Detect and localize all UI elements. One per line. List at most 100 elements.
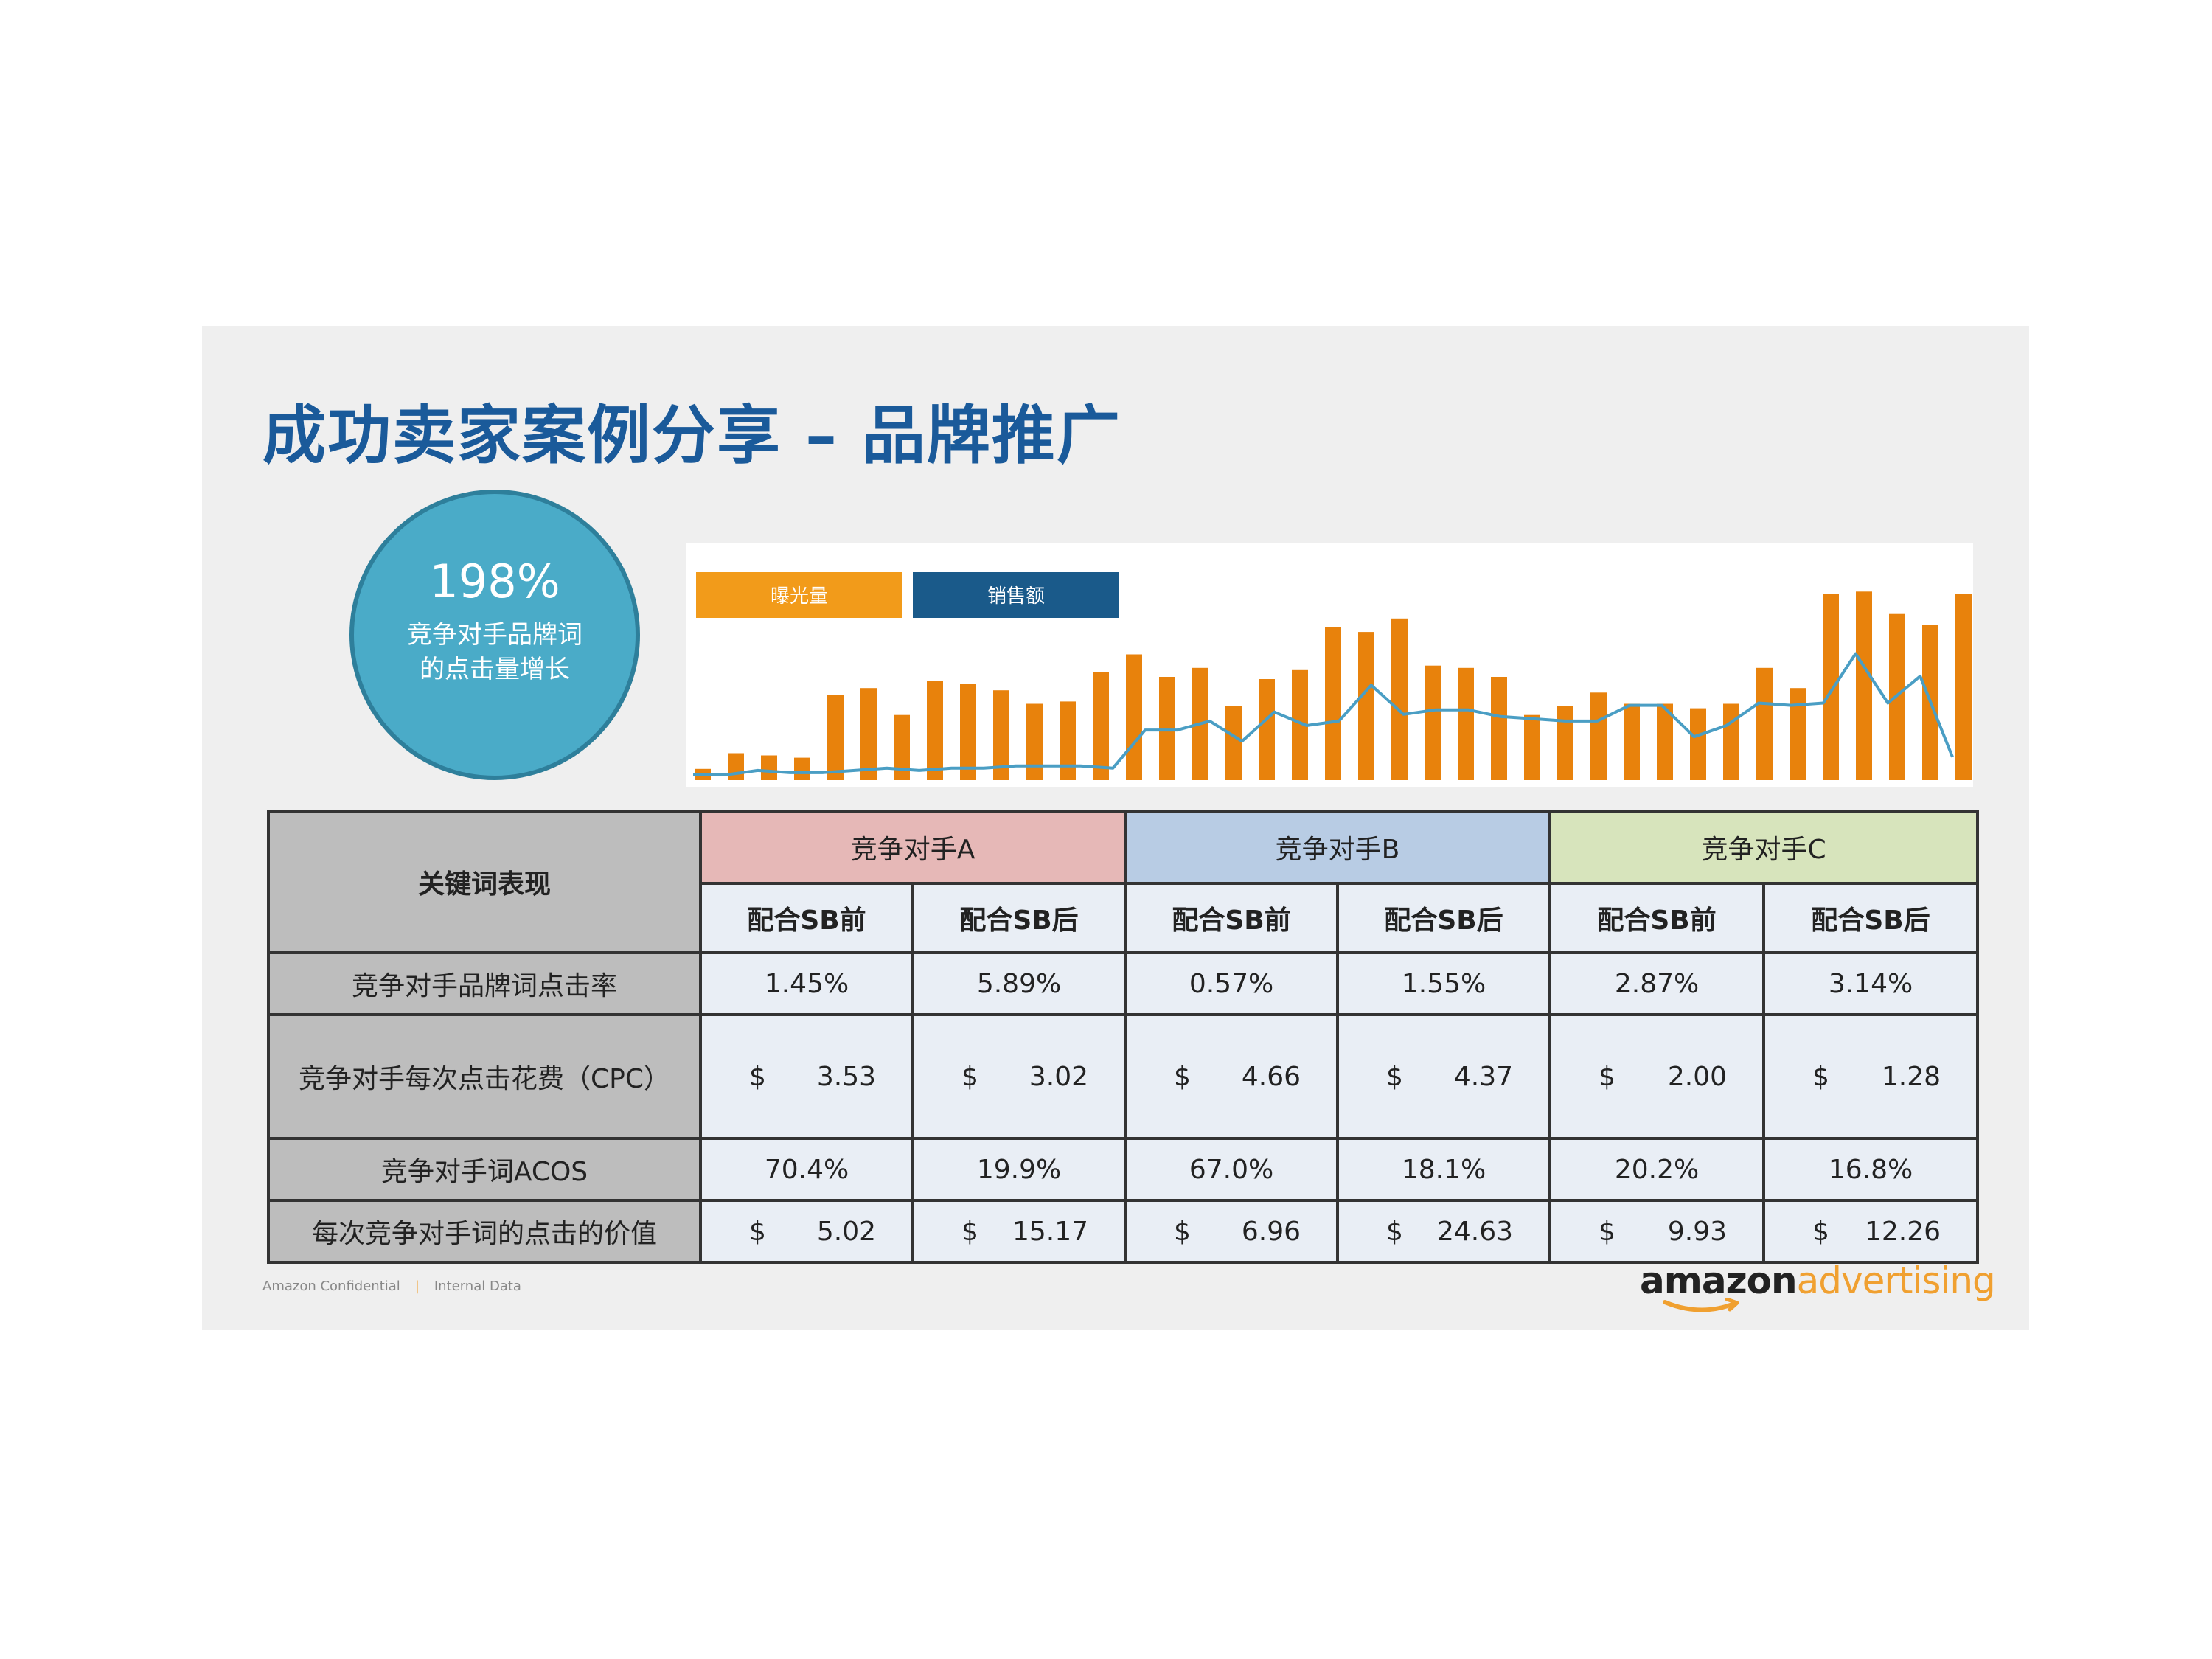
amount: 1.28 (1881, 1061, 1941, 1092)
currency-symbol: $ (1812, 1216, 1829, 1247)
money-value: $4.66 (1127, 1062, 1336, 1092)
chart-bar (993, 690, 1009, 780)
logo-text: amazonadvertising (1640, 1259, 1996, 1302)
table-cell: $3.02 (911, 1013, 1127, 1140)
currency-symbol: $ (961, 1216, 978, 1247)
money-value: $9.93 (1551, 1217, 1762, 1247)
currency-symbol: $ (1599, 1216, 1615, 1247)
chart-bar (1126, 654, 1142, 780)
amount: 3.02 (1029, 1061, 1089, 1092)
money-value: $5.02 (702, 1217, 911, 1247)
amount: 6.96 (1241, 1216, 1301, 1247)
table-cell: $6.96 (1124, 1199, 1340, 1264)
legend-sales-swatch (913, 572, 1119, 618)
row-label: 竞争对手词ACOS (267, 1137, 702, 1202)
table-cell: 18.1% (1336, 1137, 1552, 1202)
currency-symbol: $ (749, 1216, 766, 1247)
chart-bar (1557, 706, 1573, 780)
amount: 5.02 (816, 1216, 876, 1247)
keyword-performance-table: 关键词表现 竞争对手A 竞争对手B 竞争对手C 配合SB前 配合SB后 配合SB前 配合SB后… (267, 810, 1980, 1264)
money-value: $4.37 (1339, 1062, 1548, 1092)
chart-bar (827, 695, 844, 780)
currency-symbol: $ (749, 1061, 766, 1092)
chart-bar (1458, 667, 1474, 780)
phase-header: 配合SB前 (699, 882, 914, 954)
logo-advertising: advertising (1796, 1259, 1996, 1302)
table-cell: $3.53 (699, 1013, 914, 1140)
row-label: 每次竞争对手词的点击的价值 (267, 1199, 702, 1264)
chart-bar (1690, 708, 1706, 780)
money-value: $1.28 (1765, 1062, 1976, 1092)
currency-symbol: $ (961, 1061, 978, 1092)
money-value: $12.26 (1765, 1217, 1976, 1247)
table-subheader-row: 配合SB前 配合SB后 配合SB前 配合SB后 配合SB前 配合SB后 (268, 882, 1980, 954)
money-value: $2.00 (1551, 1062, 1762, 1092)
currency-symbol: $ (1812, 1061, 1829, 1092)
chart-bar (794, 757, 810, 780)
competitor-header: 竞争对手A (698, 810, 1127, 885)
table-cell: 70.4% (699, 1137, 914, 1202)
amount: 4.66 (1241, 1061, 1301, 1092)
table-header-row: 关键词表现 竞争对手A 竞争对手B 竞争对手C (267, 810, 1980, 954)
table-cell: $15.17 (911, 1199, 1127, 1264)
phase-header: 配合SB后 (911, 882, 1127, 954)
amount: 3.53 (816, 1061, 876, 1092)
chart-bar (1756, 667, 1773, 780)
table-cell: $24.63 (1336, 1199, 1552, 1264)
chart-bar (1425, 665, 1441, 780)
chart-bar (1491, 677, 1507, 780)
table-cell: 2.87% (1548, 951, 1766, 1016)
table-cell: 0.57% (1124, 951, 1340, 1016)
slide-title: 成功卖家案例分享 – 品牌推广 (262, 399, 1121, 473)
chart-bar (1391, 618, 1408, 780)
currency-symbol: $ (1599, 1061, 1615, 1092)
table-cell: $12.26 (1762, 1199, 1980, 1264)
phase-header: 配合SB后 (1762, 882, 1980, 954)
currency-symbol: $ (1174, 1216, 1191, 1247)
amount: 15.17 (1012, 1216, 1089, 1247)
footer-separator: | (414, 1279, 420, 1294)
table-row: 竞争对手品牌词点击率 1.45% 5.89% 0.57% 1.55% 2.87% 3.14% (267, 951, 1980, 1016)
logo-amazon: amazon (1640, 1259, 1798, 1302)
table-cell: $4.66 (1124, 1013, 1340, 1140)
slide: 成功卖家案例分享 – 品牌推广 198% 竞争对手品牌词的点击量增长 曝光量 销售… (202, 326, 2029, 1330)
table-cell: $5.02 (699, 1199, 914, 1264)
phase-header: 配合SB前 (1124, 882, 1340, 954)
legend-sales-label: 销售额 (987, 585, 1045, 608)
confidential-label: Amazon Confidential (262, 1279, 400, 1294)
chart-bar (1524, 714, 1540, 780)
chart-bar (860, 688, 877, 780)
legend-impressions-label: 曝光量 (771, 585, 828, 608)
table-cell: 5.89% (911, 951, 1127, 1016)
chart-bar (1624, 703, 1640, 780)
table-cell: 19.9% (911, 1137, 1127, 1202)
table-cell: 1.55% (1336, 951, 1552, 1016)
legend-impressions-swatch (696, 572, 902, 618)
chart-bar (728, 753, 744, 780)
chart-line-series (693, 652, 1954, 776)
amount: 12.26 (1864, 1216, 1941, 1247)
table-cell: $1.28 (1762, 1013, 1980, 1140)
chart-bar (1856, 591, 1872, 780)
table-row: 竞争对手词ACOS 70.4% 19.9% 67.0% 18.1% 20.2% 16.8% (267, 1137, 1980, 1202)
chart-bar (1093, 672, 1109, 780)
chart-bar (1292, 669, 1308, 780)
phase-header: 配合SB后 (1336, 882, 1552, 954)
amount: 2.00 (1667, 1061, 1728, 1092)
table-cell: $9.93 (1548, 1199, 1766, 1264)
stat-description: 竞争对手品牌词的点击量增长 (407, 620, 582, 684)
amazon-advertising-logo: amazonadvertising (1640, 1259, 1996, 1312)
table-cell: 67.0% (1124, 1137, 1340, 1202)
combo-chart: 曝光量 销售额 (693, 572, 1972, 780)
chart-bar (1657, 703, 1673, 780)
chart-bar (1955, 594, 1972, 780)
chart-bar (927, 681, 943, 780)
currency-symbol: $ (1386, 1061, 1403, 1092)
money-value: $3.53 (702, 1062, 911, 1092)
amazon-smile-icon (1663, 1298, 1739, 1312)
chart-bar (1590, 692, 1607, 780)
table-row: 每次竞争对手词的点击的价值 $5.02 $15.17 $6.96 $24.63 $9.93… (267, 1199, 1980, 1264)
table-cell: 20.2% (1548, 1137, 1766, 1202)
chart-area: 曝光量 销售额 (686, 543, 1973, 787)
amount: 9.93 (1667, 1216, 1728, 1247)
